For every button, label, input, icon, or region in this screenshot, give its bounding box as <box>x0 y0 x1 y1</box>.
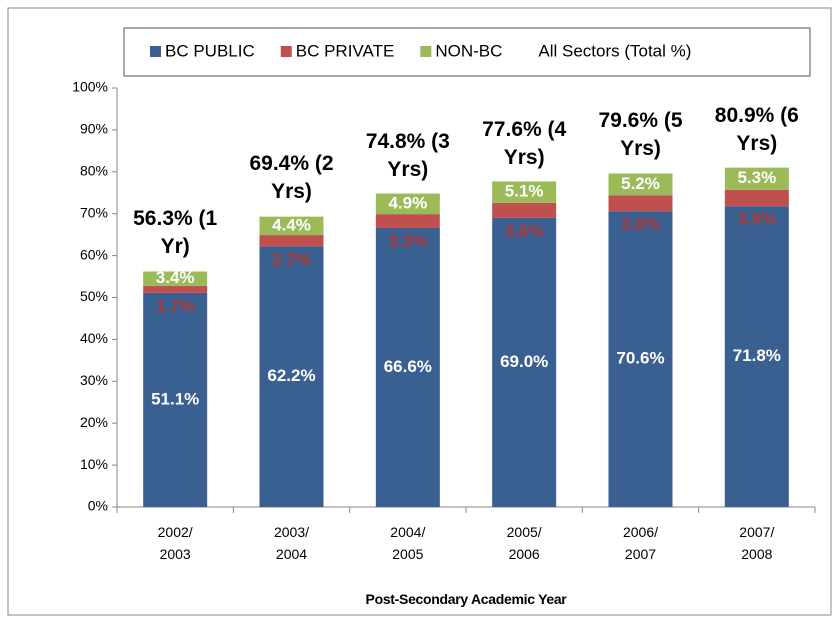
legend-label: BC PUBLIC <box>165 41 255 60</box>
x-tick-label: 2005/ 2006 <box>506 524 542 562</box>
bar-segment <box>608 173 673 196</box>
bar-segment <box>259 246 324 507</box>
total-label: 80.9% (6 Yrs) <box>714 104 799 156</box>
legend-label: NON-BC <box>435 41 502 60</box>
bar-segment <box>375 193 440 215</box>
bar-segment <box>143 271 208 286</box>
x-tick-label: 2003/ 2004 <box>273 524 310 562</box>
data-label: 1.7% <box>156 296 195 315</box>
bar-segment <box>724 206 789 507</box>
bar-segment <box>608 211 673 507</box>
bar-segment <box>492 217 557 507</box>
y-tick-label: 40% <box>80 330 108 346</box>
bar-segment <box>724 167 789 190</box>
data-label: 2.7% <box>272 250 311 269</box>
x-tick-label: 2002/ 2003 <box>157 524 193 562</box>
y-tick-label: 70% <box>80 204 108 220</box>
data-label: 5.2% <box>621 174 660 193</box>
y-tick-label: 100% <box>72 79 108 95</box>
data-label: 4.9% <box>388 193 427 212</box>
data-label: 71.8% <box>733 346 781 365</box>
y-tick-label: 50% <box>80 288 108 304</box>
y-tick-label: 60% <box>80 246 108 262</box>
legend-box <box>123 27 811 77</box>
y-tick-label: 0% <box>88 498 108 514</box>
legend-swatch <box>420 46 432 57</box>
total-label: 77.6% (4 Yrs) <box>482 117 567 169</box>
bar-segment <box>492 202 557 218</box>
bar-segment <box>492 181 557 203</box>
y-tick-label: 80% <box>80 163 108 179</box>
y-tick-label: 90% <box>80 121 108 137</box>
data-label: 3.9% <box>737 210 776 229</box>
legend-label: BC PRIVATE <box>296 41 395 60</box>
data-label: 3.4% <box>156 268 195 287</box>
x-axis-title: Post-Secondary Academic Year <box>365 591 567 607</box>
bar-segment <box>375 214 440 228</box>
bar-segment <box>724 189 789 207</box>
y-tick-label: 10% <box>80 456 108 472</box>
total-label: 79.6% (5 Yrs) <box>598 109 683 161</box>
y-tick-label: 20% <box>80 414 108 430</box>
bar-segment <box>143 285 208 293</box>
x-tick-label: 2007/ 2008 <box>739 524 775 562</box>
data-label: 4.4% <box>272 215 311 234</box>
data-label: 3.8% <box>621 215 660 234</box>
total-label: 69.4% (2 Yrs) <box>249 152 334 204</box>
data-label: 5.3% <box>737 168 776 187</box>
total-label: 74.8% (3 Yrs) <box>365 129 450 181</box>
data-label: 69.0% <box>500 352 548 371</box>
legend-swatch <box>150 46 161 57</box>
data-label: 66.6% <box>384 357 432 376</box>
data-label: 70.6% <box>616 349 664 368</box>
data-label: 3.3% <box>388 231 427 250</box>
total-label: 56.3% (1 Yr) <box>133 207 218 259</box>
y-tick-label: 30% <box>80 372 108 388</box>
bar-segment <box>608 195 673 212</box>
x-tick-label: 2006/ 2007 <box>622 524 659 562</box>
bar-segment <box>259 235 324 247</box>
bar-segment <box>375 227 440 508</box>
data-label: 5.1% <box>505 182 544 201</box>
data-label: 62.2% <box>267 366 315 385</box>
legend-label: All Sectors (Total %) <box>538 41 691 60</box>
x-tick-label: 2004/ 2005 <box>390 524 426 562</box>
bar-segment <box>143 292 208 507</box>
legend-swatch <box>280 46 292 57</box>
bar-segment <box>259 216 324 236</box>
data-label: 3.6% <box>505 221 544 240</box>
data-label: 51.1% <box>151 389 199 408</box>
